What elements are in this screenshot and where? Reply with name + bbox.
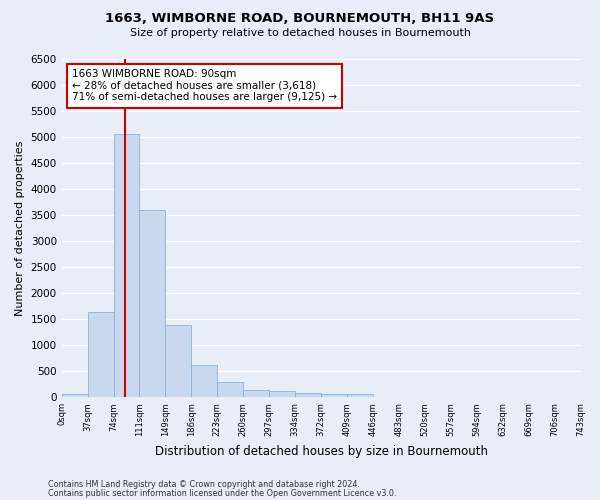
Bar xyxy=(295,394,321,398)
Y-axis label: Number of detached properties: Number of detached properties xyxy=(15,140,25,316)
Bar xyxy=(243,390,269,398)
Bar xyxy=(321,394,347,398)
Bar xyxy=(62,394,88,398)
Text: Contains public sector information licensed under the Open Government Licence v3: Contains public sector information licen… xyxy=(48,488,397,498)
X-axis label: Distribution of detached houses by size in Bournemouth: Distribution of detached houses by size … xyxy=(155,444,488,458)
Bar xyxy=(88,312,113,398)
Text: Size of property relative to detached houses in Bournemouth: Size of property relative to detached ho… xyxy=(130,28,470,38)
Text: 1663 WIMBORNE ROAD: 90sqm
← 28% of detached houses are smaller (3,618)
71% of se: 1663 WIMBORNE ROAD: 90sqm ← 28% of detac… xyxy=(72,69,337,102)
Bar xyxy=(347,394,373,398)
Bar xyxy=(166,324,191,398)
Text: 1663, WIMBORNE ROAD, BOURNEMOUTH, BH11 9AS: 1663, WIMBORNE ROAD, BOURNEMOUTH, BH11 9… xyxy=(106,12,494,26)
Text: Contains HM Land Registry data © Crown copyright and database right 2024.: Contains HM Land Registry data © Crown c… xyxy=(48,480,360,489)
Bar xyxy=(113,134,139,398)
Bar xyxy=(191,366,217,398)
Bar xyxy=(269,392,295,398)
Bar xyxy=(139,210,166,398)
Bar xyxy=(217,382,243,398)
